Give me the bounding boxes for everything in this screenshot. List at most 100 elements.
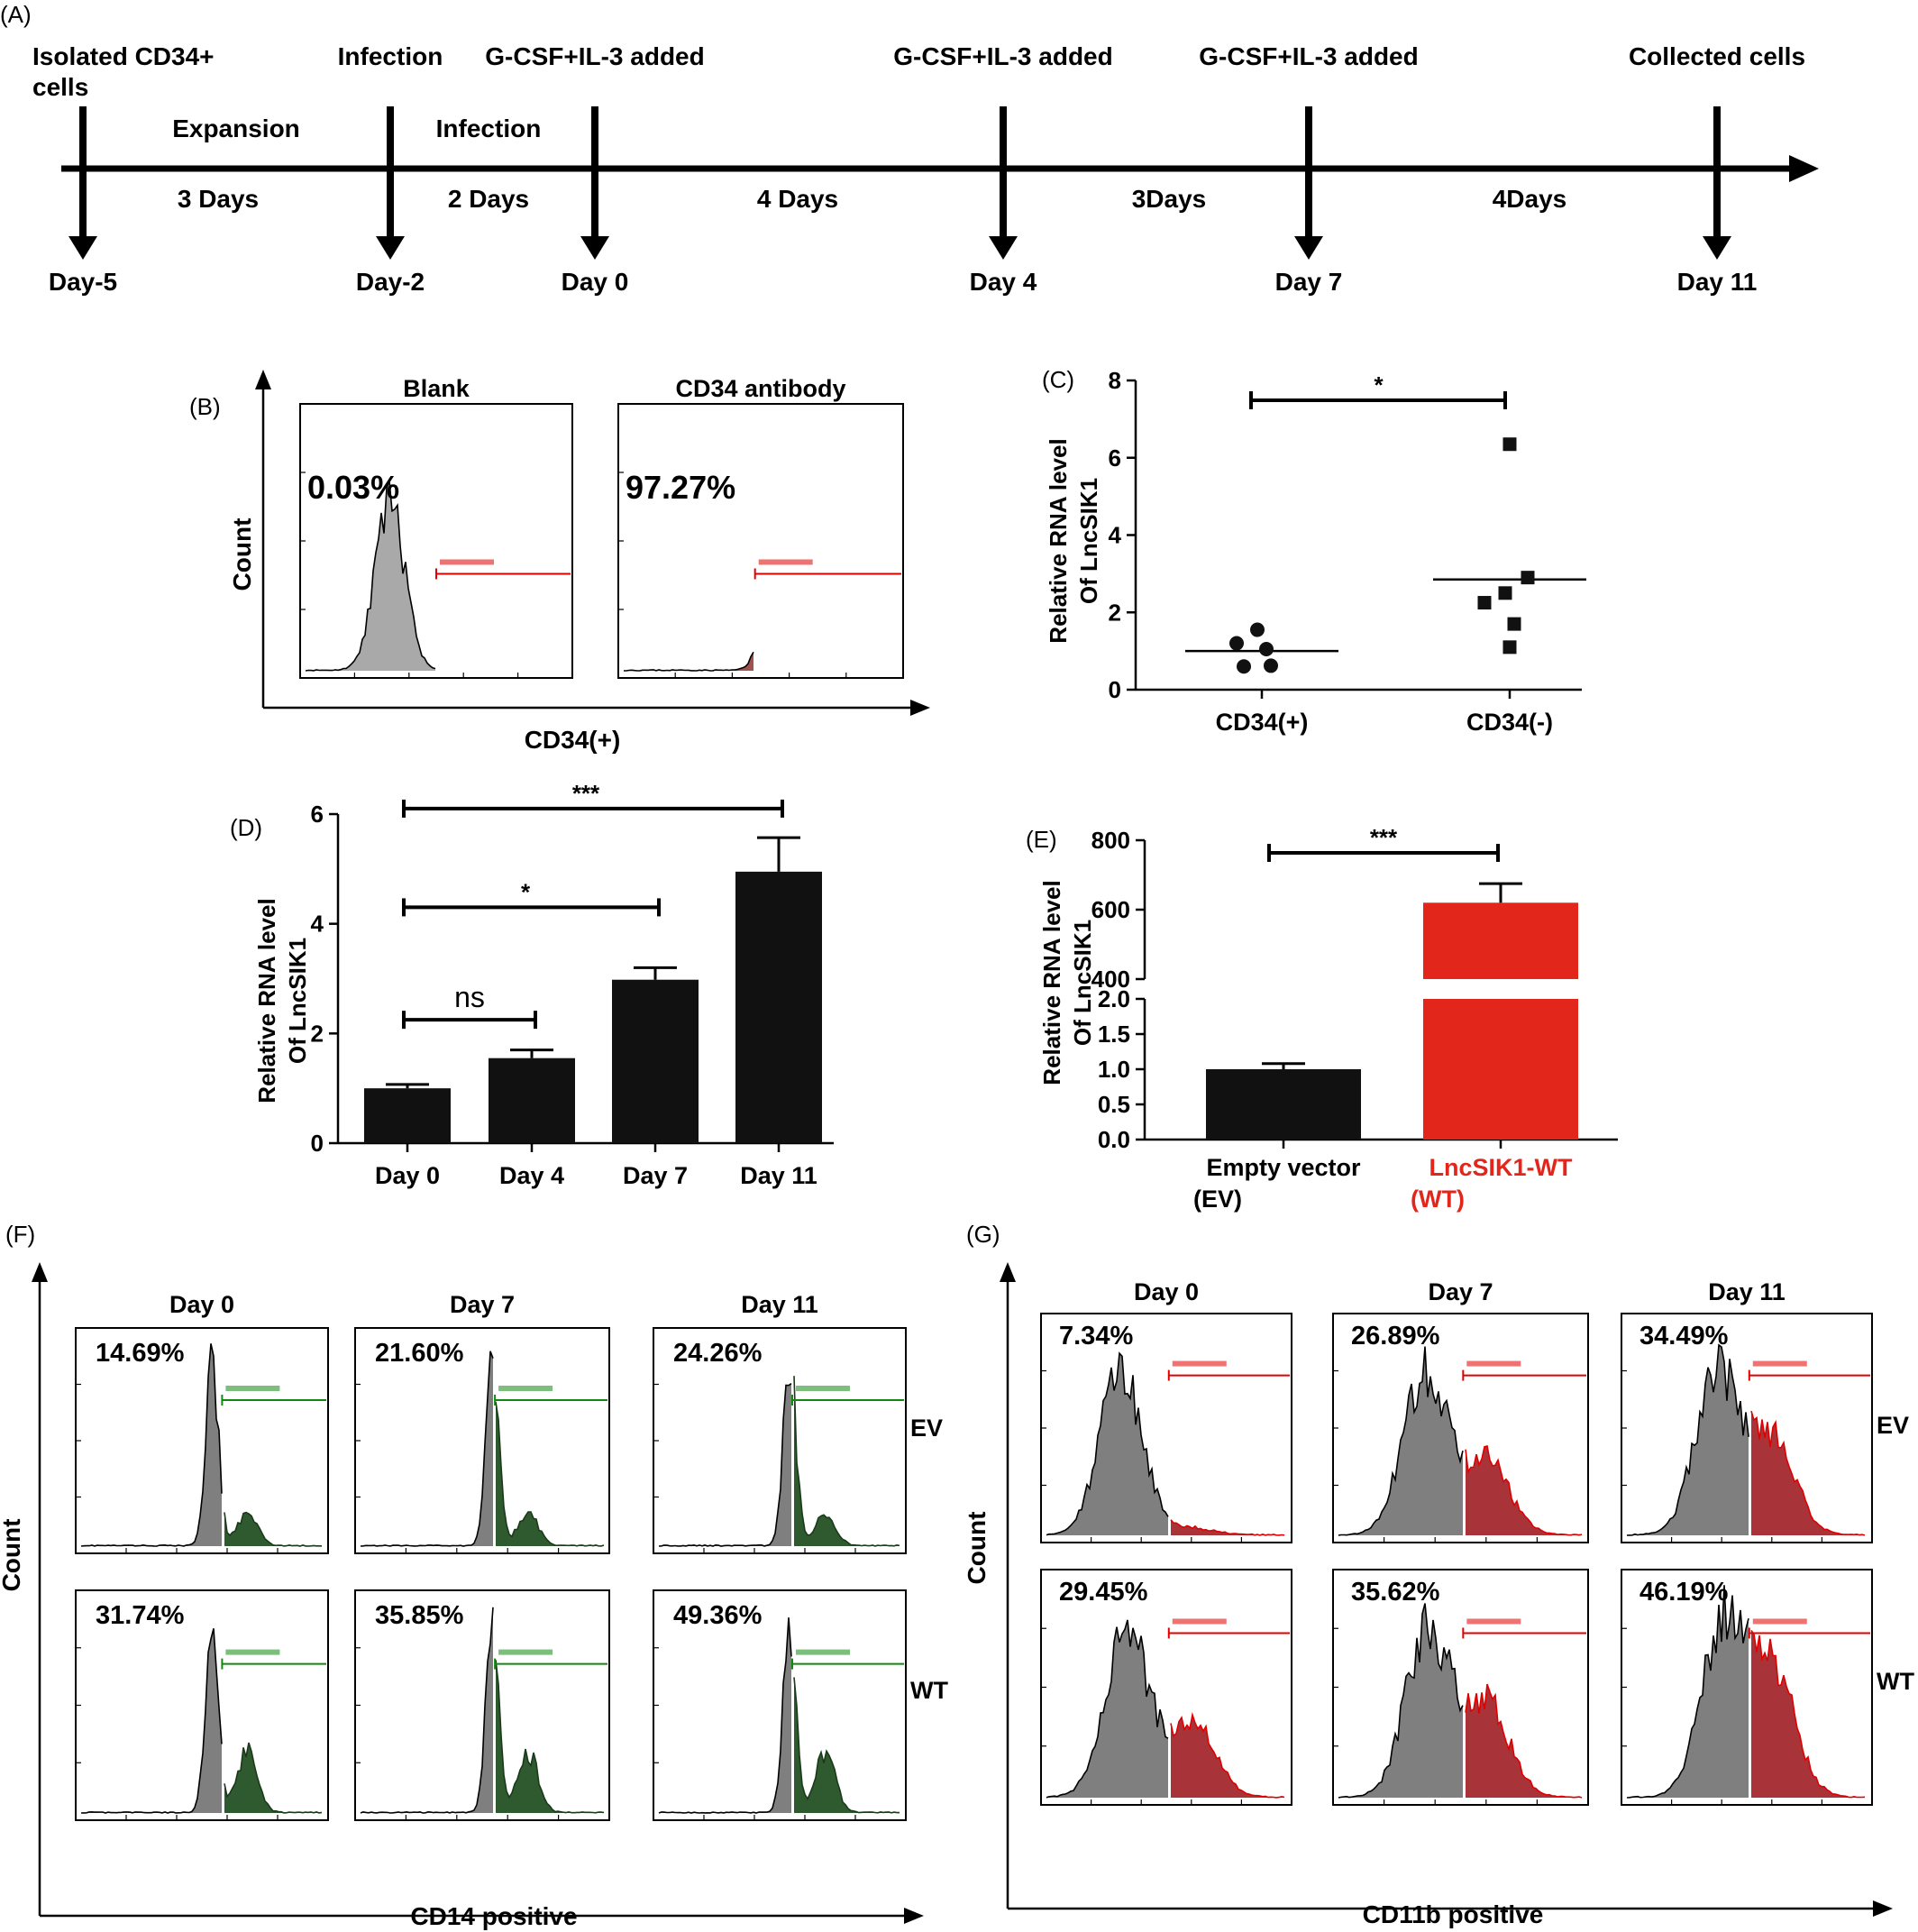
panel-g-gated-outline-3 <box>1170 1711 1285 1799</box>
panel-f-percent-0: 14.69% <box>96 1339 185 1368</box>
panel-c-point-1-5 <box>1502 640 1517 655</box>
panel-d-ytick-label-3: 6 <box>311 801 324 828</box>
timeline-arrowhead <box>1789 155 1819 182</box>
panel-label-g: (G) <box>966 1221 1000 1248</box>
panel-g-outline-4 <box>1338 1603 1464 1799</box>
panel-g-frame-3 <box>1040 1569 1292 1806</box>
panel-e-ytick-lower-label-3: 1.5 <box>1098 1021 1130 1048</box>
panel-b-gate-label-0 <box>440 559 494 565</box>
panel-b-y-arrow <box>255 370 271 389</box>
panel-c-ytick-label-1: 2 <box>1109 599 1121 626</box>
panel-f-gate-label-2 <box>796 1386 850 1391</box>
panel-g-gated-fill-1 <box>1466 1446 1582 1535</box>
panel-f-col-title-2: Day 11 <box>741 1291 818 1318</box>
panel-e-ytick-lower-label-1: 0.5 <box>1098 1091 1130 1118</box>
panel-f-gated-outline-0 <box>224 1511 322 1547</box>
panel-f-percent-2: 24.26% <box>673 1339 763 1368</box>
panel-f-row-label-1: WT <box>910 1677 948 1704</box>
panel-e-ytick-lower-label-4: 2.0 <box>1098 985 1130 1012</box>
timeline-duration-1: 2 Days <box>448 185 529 213</box>
panel-c-point-0-2 <box>1259 641 1274 656</box>
panel-label-c: (C) <box>1042 366 1074 393</box>
panel-c-xtick-label-0: CD34(+) <box>1216 709 1309 736</box>
panel-c-ylabel2: Of LncSIK1 <box>1075 478 1102 604</box>
panel-d-sig-label-0: ns <box>454 981 485 1013</box>
panel-f-fill-1 <box>361 1351 493 1546</box>
panel-e-bar-1-upper <box>1423 902 1578 979</box>
panel-label-b: (B) <box>189 393 221 420</box>
panel-d-sig-label-2: *** <box>572 780 600 807</box>
panel-d-xtick-label-1: Day 4 <box>499 1162 564 1189</box>
panel-g-percent-2: 34.49% <box>1639 1322 1729 1351</box>
panel-f-x-arrow <box>904 1908 924 1924</box>
panel-e-ytick-upper-label-2: 800 <box>1091 827 1130 854</box>
panel-g-flow-grid: (G) Count CD11b positive Day 0 Day 7 Day 1… <box>963 1221 1914 1928</box>
panel-g-outline-5 <box>1626 1585 1749 1799</box>
panel-d-sig-label-1: * <box>521 878 531 905</box>
timeline-event-label-0: Isolated CD34+ <box>32 42 215 70</box>
panel-label-e: (E) <box>1026 826 1057 853</box>
panel-d-bar-0 <box>364 1088 451 1143</box>
panel-b-ylabel: Count <box>228 518 256 591</box>
panel-b-title-0: Blank <box>403 375 470 402</box>
panel-d-xtick-label-3: Day 11 <box>740 1162 817 1189</box>
panel-g-histogram-0 <box>1040 1313 1292 1543</box>
panel-f-percent-3: 31.74% <box>96 1601 185 1630</box>
panel-f-gated-fill-4 <box>496 1660 604 1813</box>
panel-label-a: (A) <box>0 1 32 28</box>
panel-d-ytick-label-0: 0 <box>311 1130 324 1157</box>
panel-b-gate-label-1 <box>758 559 813 565</box>
panel-f-histogram-2 <box>653 1327 907 1554</box>
panel-g-gated-fill-5 <box>1751 1630 1865 1798</box>
panel-g-fill-3 <box>1046 1619 1168 1798</box>
phase-expansion: Expansion <box>172 114 300 142</box>
panel-g-gated-outline-5 <box>1750 1629 1866 1799</box>
timeline-event-label-5: Collected cells <box>1629 42 1805 70</box>
panel-c-point-0-1 <box>1229 636 1244 651</box>
panel-b-xlabel: CD34(+) <box>525 726 621 754</box>
panel-g-fill-5 <box>1627 1585 1749 1798</box>
panel-b-frame-1 <box>617 403 904 679</box>
panel-f-gate-label-4 <box>498 1649 553 1655</box>
panel-e-ytick-upper-label-1: 600 <box>1091 896 1130 923</box>
timeline-duration-0: 3 Days <box>178 185 259 213</box>
panel-b-title-1: CD34 antibody <box>675 375 845 402</box>
panel-e-bar-0 <box>1206 1069 1361 1140</box>
panel-c-ytick-label-4: 8 <box>1109 367 1121 394</box>
panel-g-ylabel: Count <box>963 1512 991 1585</box>
panel-g-histogram-5 <box>1621 1569 1873 1806</box>
panel-d-xtick-label-2: Day 7 <box>623 1162 688 1189</box>
panel-f-xlabel: CD14 positive <box>410 1902 577 1930</box>
panel-d-bar-1 <box>489 1058 575 1143</box>
panel-g-histogram-2 <box>1621 1313 1873 1543</box>
panel-g-percent-3: 29.45% <box>1059 1578 1148 1607</box>
panel-d-bars: (D) Relative RNA level Of LncSIK1 0 2 4 6 Da… <box>230 780 834 1189</box>
panel-f-percent-4: 35.85% <box>375 1601 464 1630</box>
panel-g-gated-fill-4 <box>1466 1684 1582 1798</box>
panel-f-gate-label-3 <box>225 1649 280 1655</box>
panel-b-fill-0 <box>306 481 435 671</box>
panel-c-ylabel: Relative RNA level <box>1045 438 1072 643</box>
panel-a-timeline: (A) Isolated CD34+ cells Day-5 Infection Day… <box>0 1 1819 296</box>
panel-g-outline-0 <box>1046 1351 1169 1536</box>
panel-g-col-title-2: Day 11 <box>1708 1278 1786 1305</box>
panel-label-f: (F) <box>5 1221 35 1248</box>
panel-f-percent-1: 21.60% <box>375 1339 464 1368</box>
panel-e-ylabel: Relative RNA level <box>1038 880 1065 1085</box>
panel-c-point-1-1 <box>1521 571 1535 585</box>
panel-g-percent-1: 26.89% <box>1351 1322 1440 1351</box>
panel-d-ylabel: Relative RNA level <box>253 898 280 1103</box>
timeline-arrow-2 <box>580 236 609 260</box>
timeline-arrow-3 <box>989 236 1018 260</box>
timeline-arrow-0 <box>68 236 97 260</box>
panel-b-percent-1: 97.27% <box>626 469 735 506</box>
panel-g-col-title-1: Day 7 <box>1428 1278 1493 1305</box>
panel-f-histogram-0 <box>75 1327 329 1554</box>
panel-e-xtick-label-1: LncSIK1-WT <box>1429 1154 1574 1181</box>
timeline-event-label-3: G-CSF+IL-3 added <box>893 42 1112 70</box>
panel-g-histogram-1 <box>1332 1313 1589 1543</box>
panel-g-gated-outline-1 <box>1465 1445 1583 1536</box>
panel-c-point-0-0 <box>1250 622 1265 637</box>
panel-f-outline-3 <box>80 1628 223 1814</box>
